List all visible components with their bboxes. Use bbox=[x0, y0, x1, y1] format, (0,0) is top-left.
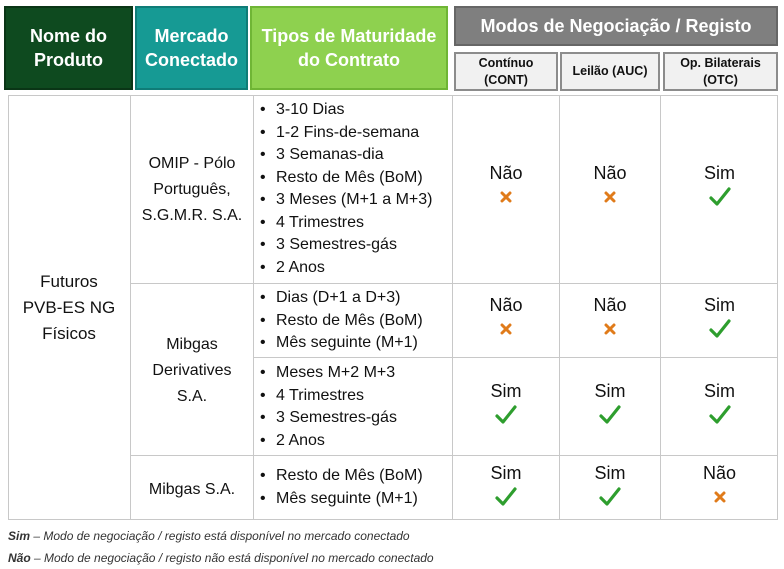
check-icon bbox=[708, 402, 732, 428]
availability-value: Sim bbox=[704, 381, 735, 401]
cross-icon bbox=[598, 184, 622, 210]
maturity-item: 2 Anos bbox=[254, 257, 433, 280]
availability-cont: Sim bbox=[453, 378, 559, 430]
footnote-yes: Sim – Modo de negociação / registo está … bbox=[8, 529, 410, 543]
availability-auc: Sim bbox=[560, 460, 660, 512]
availability-value: Sim bbox=[704, 163, 735, 183]
product-name: Futuros PVB-ES NG Físicos bbox=[22, 272, 116, 343]
check-icon bbox=[494, 402, 518, 428]
cross-icon bbox=[604, 323, 616, 335]
footnote-yes-text: – Modo de negociação / registo está disp… bbox=[30, 529, 410, 543]
availability-value: Não bbox=[489, 295, 523, 315]
availability-value: Sim bbox=[490, 463, 522, 483]
divider bbox=[130, 283, 778, 284]
cross-icon bbox=[708, 484, 732, 510]
maturity-list-mibgas-derivatives-1: Dias (D+1 a D+3) Resto de Mês (BoM) Mês … bbox=[254, 287, 423, 355]
availability-value: Não bbox=[489, 163, 523, 183]
maturity-item: Mês seguinte (M+1) bbox=[254, 332, 423, 355]
availability-auc: Não bbox=[560, 292, 660, 344]
check-icon bbox=[708, 316, 732, 342]
check-icon bbox=[495, 405, 517, 424]
footnote-no: Não – Modo de negociação / registo não e… bbox=[8, 551, 434, 565]
market-mibgas-derivatives: Mibgas Derivatives S.A. bbox=[152, 336, 232, 405]
availability-otc: Sim bbox=[661, 292, 778, 344]
check-icon bbox=[494, 484, 518, 510]
divider bbox=[130, 455, 778, 456]
maturity-item: 3 Meses (M+1 a M+3) bbox=[254, 189, 433, 212]
divider bbox=[130, 95, 131, 520]
availability-value: Sim bbox=[704, 295, 735, 315]
maturity-item: Resto de Mês (BoM) bbox=[254, 167, 433, 190]
cross-icon bbox=[714, 491, 725, 503]
availability-otc: Sim bbox=[661, 378, 778, 430]
header-product: Nome do Produto bbox=[4, 6, 133, 90]
check-icon bbox=[495, 487, 517, 506]
maturity-item: Resto de Mês (BoM) bbox=[254, 465, 423, 488]
header-auction: Leilão (AUC) bbox=[560, 52, 660, 91]
cross-icon bbox=[494, 316, 518, 342]
availability-value: Sim bbox=[490, 381, 522, 401]
cross-icon bbox=[500, 323, 512, 335]
availability-value: Não bbox=[702, 463, 737, 483]
availability-auc: Sim bbox=[560, 378, 660, 430]
availability-cont: Sim bbox=[453, 460, 559, 512]
header-continuous: Contínuo (CONT) bbox=[454, 52, 558, 91]
check-icon bbox=[598, 484, 622, 510]
availability-cont: Não bbox=[453, 292, 559, 344]
cross-icon bbox=[494, 184, 518, 210]
maturity-item: Mês seguinte (M+1) bbox=[254, 488, 423, 511]
divider bbox=[452, 95, 453, 520]
availability-value: Não bbox=[593, 163, 627, 183]
check-icon bbox=[598, 402, 622, 428]
cross-icon bbox=[598, 316, 622, 342]
footnote-yes-term: Sim bbox=[8, 529, 31, 543]
cross-icon bbox=[604, 191, 616, 203]
availability-value: Sim bbox=[594, 381, 626, 401]
maturity-list-omip: 3-10 Dias 1-2 Fins-de-semana 3 Semanas-d… bbox=[254, 99, 433, 279]
maturity-item: Dias (D+1 a D+3) bbox=[254, 287, 423, 310]
divider bbox=[559, 95, 560, 520]
check-icon bbox=[708, 319, 731, 338]
maturity-item: Resto de Mês (BoM) bbox=[254, 310, 423, 333]
maturity-item: 1-2 Fins-de-semana bbox=[254, 122, 433, 145]
maturity-item: 3 Semanas-dia bbox=[254, 144, 433, 167]
cross-icon bbox=[500, 191, 512, 203]
availability-value: Não bbox=[593, 295, 627, 315]
availability-otc: Não bbox=[661, 460, 778, 512]
maturity-item: 4 Trimestres bbox=[254, 212, 433, 235]
market-omip: OMIP - Pólo Português, S.G.M.R. S.A. bbox=[141, 155, 243, 224]
footnote-no-term: Não bbox=[8, 551, 31, 565]
availability-otc: Sim bbox=[661, 160, 778, 212]
table-body bbox=[8, 95, 778, 520]
maturity-item: 3 Semestres-gás bbox=[254, 234, 433, 257]
footnote-no-text: – Modo de negociação / registo não está … bbox=[30, 551, 434, 565]
availability-value: Sim bbox=[594, 463, 626, 483]
divider bbox=[253, 357, 778, 358]
market-mibgas: Mibgas S.A. bbox=[148, 481, 236, 498]
maturity-item: 3 Semestres-gás bbox=[254, 407, 397, 430]
check-icon bbox=[599, 405, 621, 424]
header-trading-modes: Modos de Negociação / Registo bbox=[454, 6, 778, 46]
maturity-list-mibgas: Resto de Mês (BoM) Mês seguinte (M+1) bbox=[254, 465, 423, 510]
check-icon bbox=[599, 487, 621, 506]
divider bbox=[660, 95, 661, 520]
header-otc: Op. Bilaterais (OTC) bbox=[663, 52, 778, 91]
maturity-item: 2 Anos bbox=[254, 430, 397, 453]
maturity-item: 3-10 Dias bbox=[254, 99, 433, 122]
check-icon bbox=[708, 405, 731, 424]
maturity-item: Meses M+2 M+3 bbox=[254, 362, 397, 385]
check-icon bbox=[708, 187, 731, 206]
header-maturity: Tipos de Maturidade do Contrato bbox=[250, 6, 448, 90]
maturity-item: 4 Trimestres bbox=[254, 385, 397, 408]
maturity-list-mibgas-derivatives-2: Meses M+2 M+3 4 Trimestres 3 Semestres-g… bbox=[254, 362, 397, 452]
header-market: Mercado Conectado bbox=[135, 6, 248, 90]
availability-cont: Não bbox=[453, 160, 559, 212]
check-icon bbox=[708, 184, 732, 210]
availability-auc: Não bbox=[560, 160, 660, 212]
